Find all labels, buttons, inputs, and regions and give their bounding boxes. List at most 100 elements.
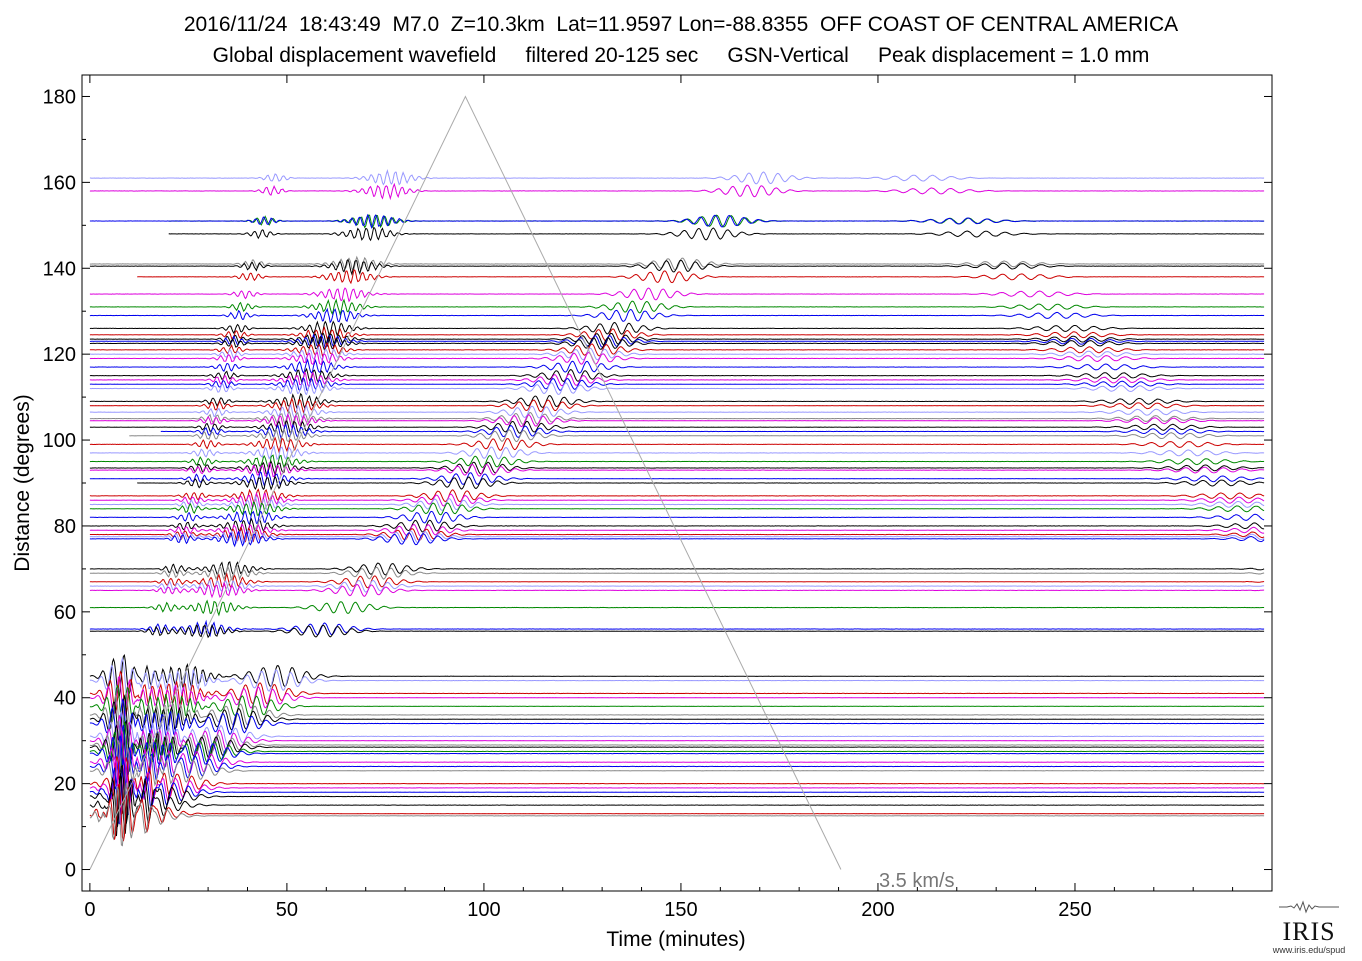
- seismic-trace: [89, 460, 1265, 476]
- seismic-trace: [89, 342, 1265, 357]
- seismic-trace: [89, 510, 1265, 526]
- seismic-trace: [89, 564, 1265, 581]
- seismic-trace: [89, 381, 1265, 396]
- seismic-trace: [89, 397, 1265, 415]
- seismic-trace: [89, 488, 1265, 504]
- seismic-trace: [89, 709, 1265, 761]
- seismic-trace: [89, 579, 1265, 594]
- x-tick-label: 0: [84, 899, 95, 921]
- y-tick-label: 140: [43, 258, 76, 280]
- iris-url: www.iris.edu/spud: [1272, 945, 1346, 955]
- seismic-trace: [89, 335, 1265, 351]
- reference-velocity-line: [89, 95, 842, 870]
- iris-logo: IRIS www.iris.edu/spud: [1264, 900, 1354, 955]
- seismic-trace: [89, 759, 1265, 825]
- trace-group: [89, 168, 1265, 847]
- seismic-trace: [89, 715, 1265, 768]
- seismic-trace: [89, 367, 1265, 384]
- seismic-trace: [89, 351, 1265, 366]
- seismic-trace: [89, 757, 1265, 826]
- seismic-trace: [137, 269, 1265, 285]
- seismic-trace: [89, 494, 1265, 512]
- seismic-trace: [89, 599, 1265, 617]
- seismic-trace: [89, 258, 1265, 276]
- y-tick-label: 60: [54, 602, 76, 624]
- seismic-trace: [89, 332, 1265, 347]
- y-tick-label: 20: [54, 774, 76, 796]
- seismic-trace: [89, 675, 1265, 722]
- seismic-trace: [89, 182, 1265, 201]
- seismic-trace: [89, 436, 1265, 454]
- seismic-trace: [89, 698, 1265, 747]
- seismic-trace: [89, 529, 1265, 545]
- seismic-trace: [89, 572, 1265, 590]
- iris-logo-text: IRIS: [1282, 917, 1336, 946]
- y-tick-label: 40: [54, 688, 76, 710]
- seismic-trace: [89, 213, 1265, 230]
- seismic-trace: [89, 729, 1265, 789]
- seismic-trace: [89, 287, 1265, 303]
- seismic-trace: [89, 692, 1265, 739]
- seismic-trace: [89, 581, 1265, 599]
- seismic-trace: [89, 501, 1265, 517]
- reference-line-label: 3.5 km/s: [879, 870, 955, 892]
- y-tick-label: 160: [43, 172, 76, 194]
- seismic-trace: [89, 346, 1265, 362]
- seismic-trace: [89, 772, 1265, 837]
- y-tick-label: 120: [43, 344, 76, 366]
- seismic-trace: [89, 694, 1265, 744]
- seismic-trace: [89, 740, 1265, 806]
- y-axis-label: Distance (degrees): [11, 394, 34, 571]
- seismic-trace: [89, 444, 1265, 461]
- seismic-trace: [89, 735, 1265, 797]
- seismic-trace: [89, 371, 1265, 387]
- seismic-trace: [89, 561, 1265, 576]
- seismic-trace: [89, 403, 1265, 421]
- seismic-trace: [89, 783, 1265, 842]
- seismic-trace: [137, 475, 1265, 491]
- seismic-trace: [89, 469, 1265, 487]
- seismic-trace: [89, 462, 1265, 478]
- y-tick-label: 80: [54, 516, 76, 538]
- seismic-trace: [89, 653, 1265, 699]
- seismic-trace: [89, 530, 1265, 548]
- seismic-trace: [89, 454, 1265, 470]
- seismic-trace: [89, 325, 1265, 343]
- seismic-trace: [89, 720, 1265, 774]
- seismic-trace: [89, 782, 1265, 847]
- seismic-trace: [89, 719, 1265, 776]
- seismic-trace: [89, 255, 1265, 272]
- seismic-trace: [89, 358, 1265, 375]
- seismic-trace: [89, 320, 1265, 337]
- seismic-trace: [89, 724, 1265, 781]
- chart-subtitle: Global displacement wavefield filtered 2…: [212, 44, 1150, 67]
- y-tick-label: 100: [43, 430, 76, 452]
- seismic-trace: [160, 423, 1265, 440]
- seismic-trace: [89, 670, 1265, 715]
- seismic-trace: [89, 756, 1265, 816]
- seismic-trace: [168, 227, 1265, 242]
- seismic-trace: [89, 298, 1265, 317]
- chart-title: 2016/11/24 18:43:49 M7.0 Z=10.3km Lat=11…: [183, 13, 1179, 36]
- seismic-trace: [89, 410, 1265, 427]
- seismic-trace: [89, 624, 1265, 639]
- seismic-trace: [89, 619, 1265, 637]
- y-axis: 0 20 40 60 80 100 120 140 160 180: [43, 86, 1272, 882]
- seismic-trace: [89, 523, 1265, 539]
- seismogram-logo-icon: [1279, 900, 1339, 914]
- seismic-trace: [89, 684, 1265, 731]
- y-tick-label: 0: [65, 860, 76, 882]
- seismic-trace: [89, 721, 1265, 780]
- seismic-trace: [89, 307, 1265, 324]
- seismic-trace: [129, 428, 1265, 445]
- x-axis-label: Time (minutes): [606, 928, 745, 951]
- y-tick-label: 180: [43, 86, 76, 108]
- x-tick-label: 200: [861, 899, 894, 921]
- x-tick-label: 250: [1058, 899, 1091, 921]
- seismic-trace: [89, 526, 1265, 543]
- seismic-trace: [89, 656, 1265, 702]
- x-tick-label: 50: [276, 899, 298, 921]
- x-tick-label: 150: [664, 899, 697, 921]
- seismic-trace: [89, 420, 1265, 434]
